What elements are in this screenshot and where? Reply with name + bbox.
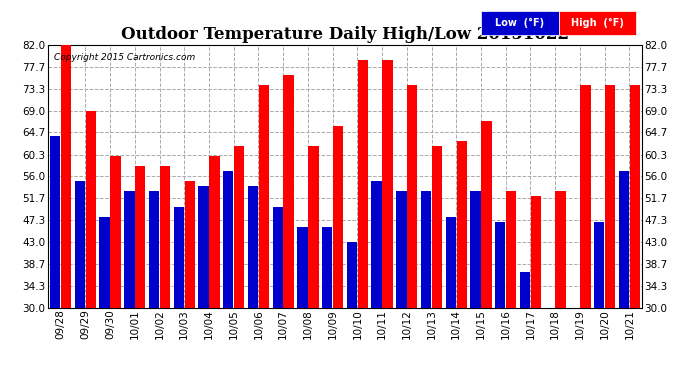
Bar	[248, 186, 258, 308]
Bar	[322, 227, 333, 308]
Bar	[347, 242, 357, 308]
Title: Outdoor Temperature Daily High/Low 20151022: Outdoor Temperature Daily High/Low 20151…	[121, 27, 569, 44]
Bar	[371, 181, 382, 308]
Bar	[160, 166, 170, 308]
Bar	[432, 146, 442, 308]
Bar	[135, 166, 146, 308]
Text: Copyright 2015 Cartronics.com: Copyright 2015 Cartronics.com	[55, 53, 195, 62]
Bar	[471, 191, 481, 308]
Bar	[149, 191, 159, 308]
Text: Low  (°F): Low (°F)	[495, 18, 544, 28]
Bar	[531, 196, 541, 308]
Bar	[259, 86, 269, 308]
Bar	[273, 207, 283, 308]
Bar	[184, 181, 195, 308]
Bar	[446, 217, 456, 308]
Bar	[297, 227, 308, 308]
Bar	[199, 186, 209, 308]
FancyBboxPatch shape	[482, 11, 559, 34]
Bar	[209, 156, 219, 308]
Bar	[61, 45, 71, 308]
Bar	[75, 181, 85, 308]
Bar	[421, 191, 431, 308]
Bar	[50, 136, 61, 308]
Bar	[234, 146, 244, 308]
Bar	[86, 111, 96, 308]
Bar	[284, 75, 294, 308]
Bar	[605, 86, 615, 308]
Bar	[124, 191, 135, 308]
Bar	[99, 217, 110, 308]
Bar	[396, 191, 406, 308]
Bar	[506, 191, 516, 308]
Bar	[407, 86, 417, 308]
Bar	[619, 171, 629, 308]
Bar	[520, 272, 530, 308]
Bar	[481, 121, 491, 308]
Bar	[495, 222, 506, 308]
Bar	[382, 60, 393, 308]
Bar	[223, 171, 233, 308]
Bar	[110, 156, 121, 308]
Bar	[555, 191, 566, 308]
Bar	[333, 126, 343, 308]
Text: High  (°F): High (°F)	[571, 18, 624, 28]
FancyBboxPatch shape	[559, 11, 635, 34]
Bar	[174, 207, 184, 308]
Bar	[629, 86, 640, 308]
Bar	[357, 60, 368, 308]
Bar	[594, 222, 604, 308]
Bar	[308, 146, 319, 308]
Bar	[457, 141, 467, 308]
Bar	[580, 86, 591, 308]
